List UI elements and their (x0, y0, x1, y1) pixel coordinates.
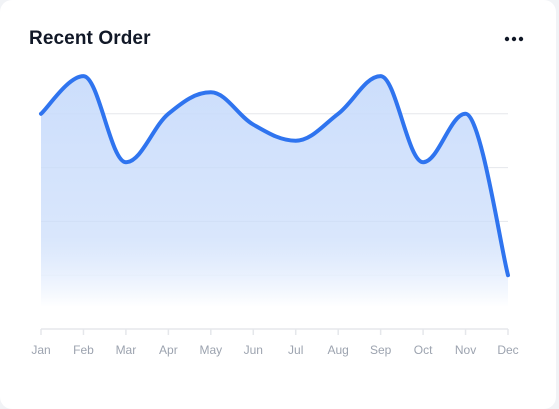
more-horizontal-icon (504, 36, 524, 42)
x-tick-label-jan: Jan (31, 343, 50, 357)
series-line-group (38, 73, 511, 278)
x-tick-label-oct: Oct (414, 343, 433, 357)
area-fill-group (41, 76, 508, 307)
x-tick-label-aug: Aug (328, 343, 349, 357)
series-line (39, 74, 510, 278)
x-tick-label-jun: Jun (244, 343, 263, 357)
data-point-dec[interactable] (505, 272, 511, 278)
x-tick-label-dec: Dec (497, 343, 518, 357)
data-point-sep[interactable] (378, 73, 384, 79)
card-header: Recent Order (29, 26, 526, 52)
data-point-jul[interactable] (293, 138, 299, 144)
x-tick-label-nov: Nov (455, 343, 476, 357)
x-tick-label-sep: Sep (370, 343, 392, 357)
x-axis: Jan Feb Mar Apr May Jun Jul Aug Sep Oct Nov Dec (31, 328, 519, 357)
series-area-fill (41, 76, 508, 307)
x-tick-label-may: May (199, 343, 222, 357)
more-options-button[interactable] (502, 27, 526, 51)
data-point-mar[interactable] (123, 159, 129, 165)
data-point-may[interactable] (208, 89, 214, 95)
x-tick-label-apr: Apr (159, 343, 178, 357)
data-point-apr[interactable] (165, 111, 171, 117)
data-point-nov[interactable] (463, 111, 469, 117)
x-tick-label-mar: Mar (116, 343, 137, 357)
x-tick-label-feb: Feb (73, 343, 94, 357)
data-point-feb[interactable] (80, 73, 86, 79)
data-point-jun[interactable] (250, 122, 256, 128)
card-title: Recent Order (29, 28, 151, 49)
data-point-aug[interactable] (335, 111, 341, 117)
data-point-jan[interactable] (38, 111, 44, 117)
x-tick-label-jul: Jul (288, 343, 303, 357)
data-point-oct[interactable] (420, 159, 426, 165)
